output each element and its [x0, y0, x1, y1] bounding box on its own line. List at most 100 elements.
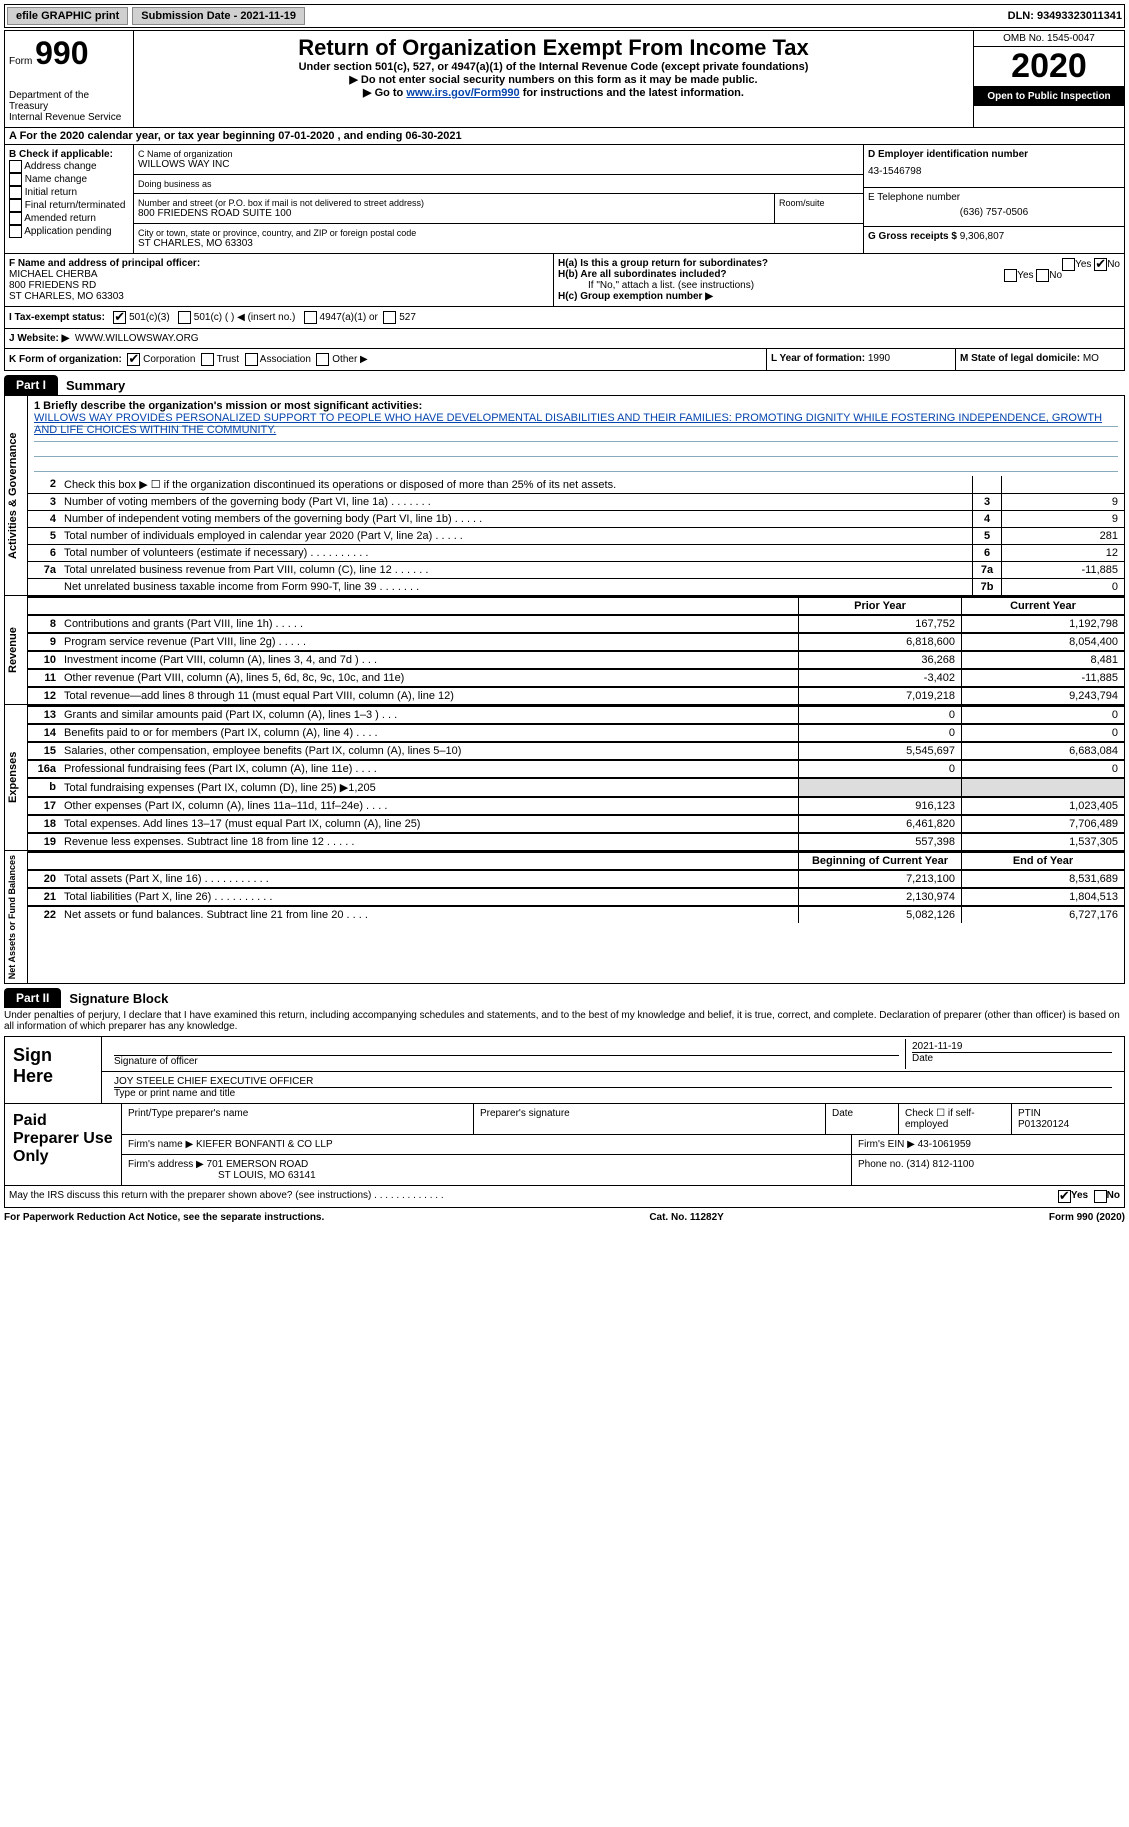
form-id-box: Form 990 Department of the Treasury Inte…: [5, 31, 134, 127]
revenue-line: 12Total revenue—add lines 8 through 11 (…: [28, 686, 1124, 704]
sign-here-label: Sign Here: [5, 1037, 102, 1103]
prep-selfemp-hdr: Check ☐ if self-employed: [899, 1104, 1012, 1134]
cb-4947[interactable]: [304, 311, 317, 324]
row-j: J Website: ▶ WWW.WILLOWSWAY.ORG: [4, 329, 1125, 349]
cb-initial-return[interactable]: Initial return: [9, 186, 129, 199]
cb-app-pending[interactable]: Application pending: [9, 225, 129, 238]
row-a-period: A For the 2020 calendar year, or tax yea…: [4, 128, 1125, 145]
current-year-hdr: Current Year: [961, 598, 1124, 614]
ein-label: D Employer identification number: [868, 149, 1028, 160]
prep-date-hdr: Date: [826, 1104, 899, 1134]
row-klm: K Form of organization: Corporation Trus…: [4, 349, 1125, 371]
form990-link[interactable]: www.irs.gov/Form990: [406, 87, 519, 99]
cb-other[interactable]: [316, 353, 329, 366]
tax-year: 2020: [974, 47, 1124, 87]
na-header: Beginning of Current Year End of Year: [28, 851, 1124, 869]
summary-line: Net unrelated business taxable income fr…: [28, 578, 1124, 595]
group-return: H(a) Is this a group return for subordin…: [554, 254, 1124, 306]
room-label: Room/suite: [779, 198, 859, 208]
expenses-section: Expenses 13Grants and similar amounts pa…: [4, 705, 1125, 851]
header-title-box: Return of Organization Exempt From Incom…: [134, 31, 973, 127]
cb-501c[interactable]: [178, 311, 191, 324]
opt-trust: Trust: [217, 354, 239, 365]
dept-treasury: Department of the Treasury: [9, 90, 129, 112]
cb-527[interactable]: [383, 311, 396, 324]
part2-tab: Part II: [4, 988, 61, 1008]
summary-table: Activities & Governance 1 Briefly descri…: [4, 395, 1125, 596]
footer-center: Cat. No. 11282Y: [649, 1212, 723, 1223]
netasset-line: 21Total liabilities (Part X, line 26) . …: [28, 887, 1124, 905]
sig-date-label: Date: [912, 1052, 1112, 1064]
cb-trust[interactable]: [201, 353, 214, 366]
note2-post: for instructions and the latest informat…: [523, 87, 744, 99]
cb-amended[interactable]: Amended return: [9, 212, 129, 225]
part1-title: Summary: [58, 378, 125, 393]
sig-officer-label: Signature of officer: [114, 1055, 899, 1067]
efile-print-button[interactable]: efile GRAPHIC print: [7, 7, 128, 25]
phone-value: (636) 757-0506: [868, 203, 1120, 222]
expense-line: 16aProfessional fundraising fees (Part I…: [28, 759, 1124, 777]
row-fh: F Name and address of principal officer:…: [4, 254, 1125, 307]
opt-4947: 4947(a)(1) or: [320, 312, 378, 323]
addr-label: Number and street (or P.O. box if mail i…: [138, 198, 770, 208]
col-c-org: C Name of organization WILLOWS WAY INC D…: [134, 145, 863, 253]
l-label: L Year of formation:: [771, 353, 865, 364]
summary-line: 3Number of voting members of the governi…: [28, 493, 1124, 510]
form-title: Return of Organization Exempt From Incom…: [138, 35, 969, 61]
penalty-statement: Under penalties of perjury, I declare th…: [4, 1008, 1125, 1034]
ein-value: 43-1546798: [868, 160, 1120, 183]
vlabel-netassets: Net Assets or Fund Balances: [5, 851, 28, 983]
firm-addr2: ST LOUIS, MO 63141: [128, 1170, 316, 1181]
discuss-no-cb[interactable]: [1094, 1190, 1107, 1203]
vlabel-revenue: Revenue: [5, 596, 28, 704]
hb-yes[interactable]: Yes: [1017, 270, 1033, 281]
firm-phone-label: Phone no.: [858, 1159, 904, 1170]
cb-address-change[interactable]: Address change: [9, 160, 129, 173]
revenue-line: 8Contributions and grants (Part VIII, li…: [28, 614, 1124, 632]
part1-tab: Part I: [4, 375, 58, 395]
submission-date-button[interactable]: Submission Date - 2021-11-19: [132, 7, 305, 25]
prior-year-hdr: Prior Year: [798, 598, 961, 614]
hc-label: H(c) Group exemption number ▶: [558, 291, 713, 302]
revenue-line: 11Other revenue (Part VIII, column (A), …: [28, 668, 1124, 686]
cb-assoc[interactable]: [245, 353, 258, 366]
opt-other: Other ▶: [332, 354, 367, 365]
cb-corp[interactable]: [127, 353, 140, 366]
pycy-header: Prior Year Current Year: [28, 596, 1124, 614]
expense-line: 17Other expenses (Part IX, column (A), l…: [28, 796, 1124, 814]
revenue-line: 10Investment income (Part VIII, column (…: [28, 650, 1124, 668]
expense-line: 15Salaries, other compensation, employee…: [28, 741, 1124, 759]
sign-here-block: Sign Here Signature of officer 2021-11-1…: [4, 1036, 1125, 1104]
website-value: WWW.WILLOWSWAY.ORG: [75, 333, 199, 344]
ptin-value: P01320124: [1018, 1119, 1069, 1130]
identity-grid: B Check if applicable: Address change Na…: [4, 145, 1125, 254]
discuss-yes-cb[interactable]: [1058, 1190, 1071, 1203]
discuss-text: May the IRS discuss this return with the…: [9, 1190, 1058, 1203]
summary-line: 5Total number of individuals employed in…: [28, 527, 1124, 544]
discuss-yes: Yes: [1071, 1190, 1088, 1203]
ha-no[interactable]: No: [1107, 259, 1120, 270]
ha-yes[interactable]: Yes: [1075, 259, 1091, 270]
footer-left: For Paperwork Reduction Act Notice, see …: [4, 1212, 324, 1223]
efile-topbar: efile GRAPHIC print Submission Date - 20…: [4, 4, 1125, 28]
page-footer: For Paperwork Reduction Act Notice, see …: [4, 1208, 1125, 1227]
cb-name-change[interactable]: Name change: [9, 173, 129, 186]
cb-501c3[interactable]: [113, 311, 126, 324]
city-value: ST CHARLES, MO 63303: [138, 238, 859, 249]
org-name: WILLOWS WAY INC: [138, 159, 859, 170]
mission-block: 1 Briefly describe the organization's mi…: [28, 396, 1124, 476]
omb-number: OMB No. 1545-0047: [974, 31, 1124, 47]
hb-no[interactable]: No: [1049, 270, 1062, 281]
principal-officer: F Name and address of principal officer:…: [5, 254, 554, 306]
col-b-header: B Check if applicable:: [9, 149, 113, 160]
open-inspection: Open to Public Inspection: [974, 87, 1124, 106]
na-begin-hdr: Beginning of Current Year: [798, 853, 961, 869]
opt-corp: Corporation: [143, 354, 195, 365]
cb-final-return[interactable]: Final return/terminated: [9, 199, 129, 212]
hb-label: H(b) Are all subordinates included?: [558, 269, 727, 280]
form-of-org: K Form of organization: Corporation Trus…: [5, 349, 766, 370]
f-addr2: ST CHARLES, MO 63303: [9, 291, 124, 302]
i-label: I Tax-exempt status:: [9, 312, 105, 323]
city-label: City or town, state or province, country…: [138, 228, 859, 238]
form-label: Form: [9, 56, 32, 67]
